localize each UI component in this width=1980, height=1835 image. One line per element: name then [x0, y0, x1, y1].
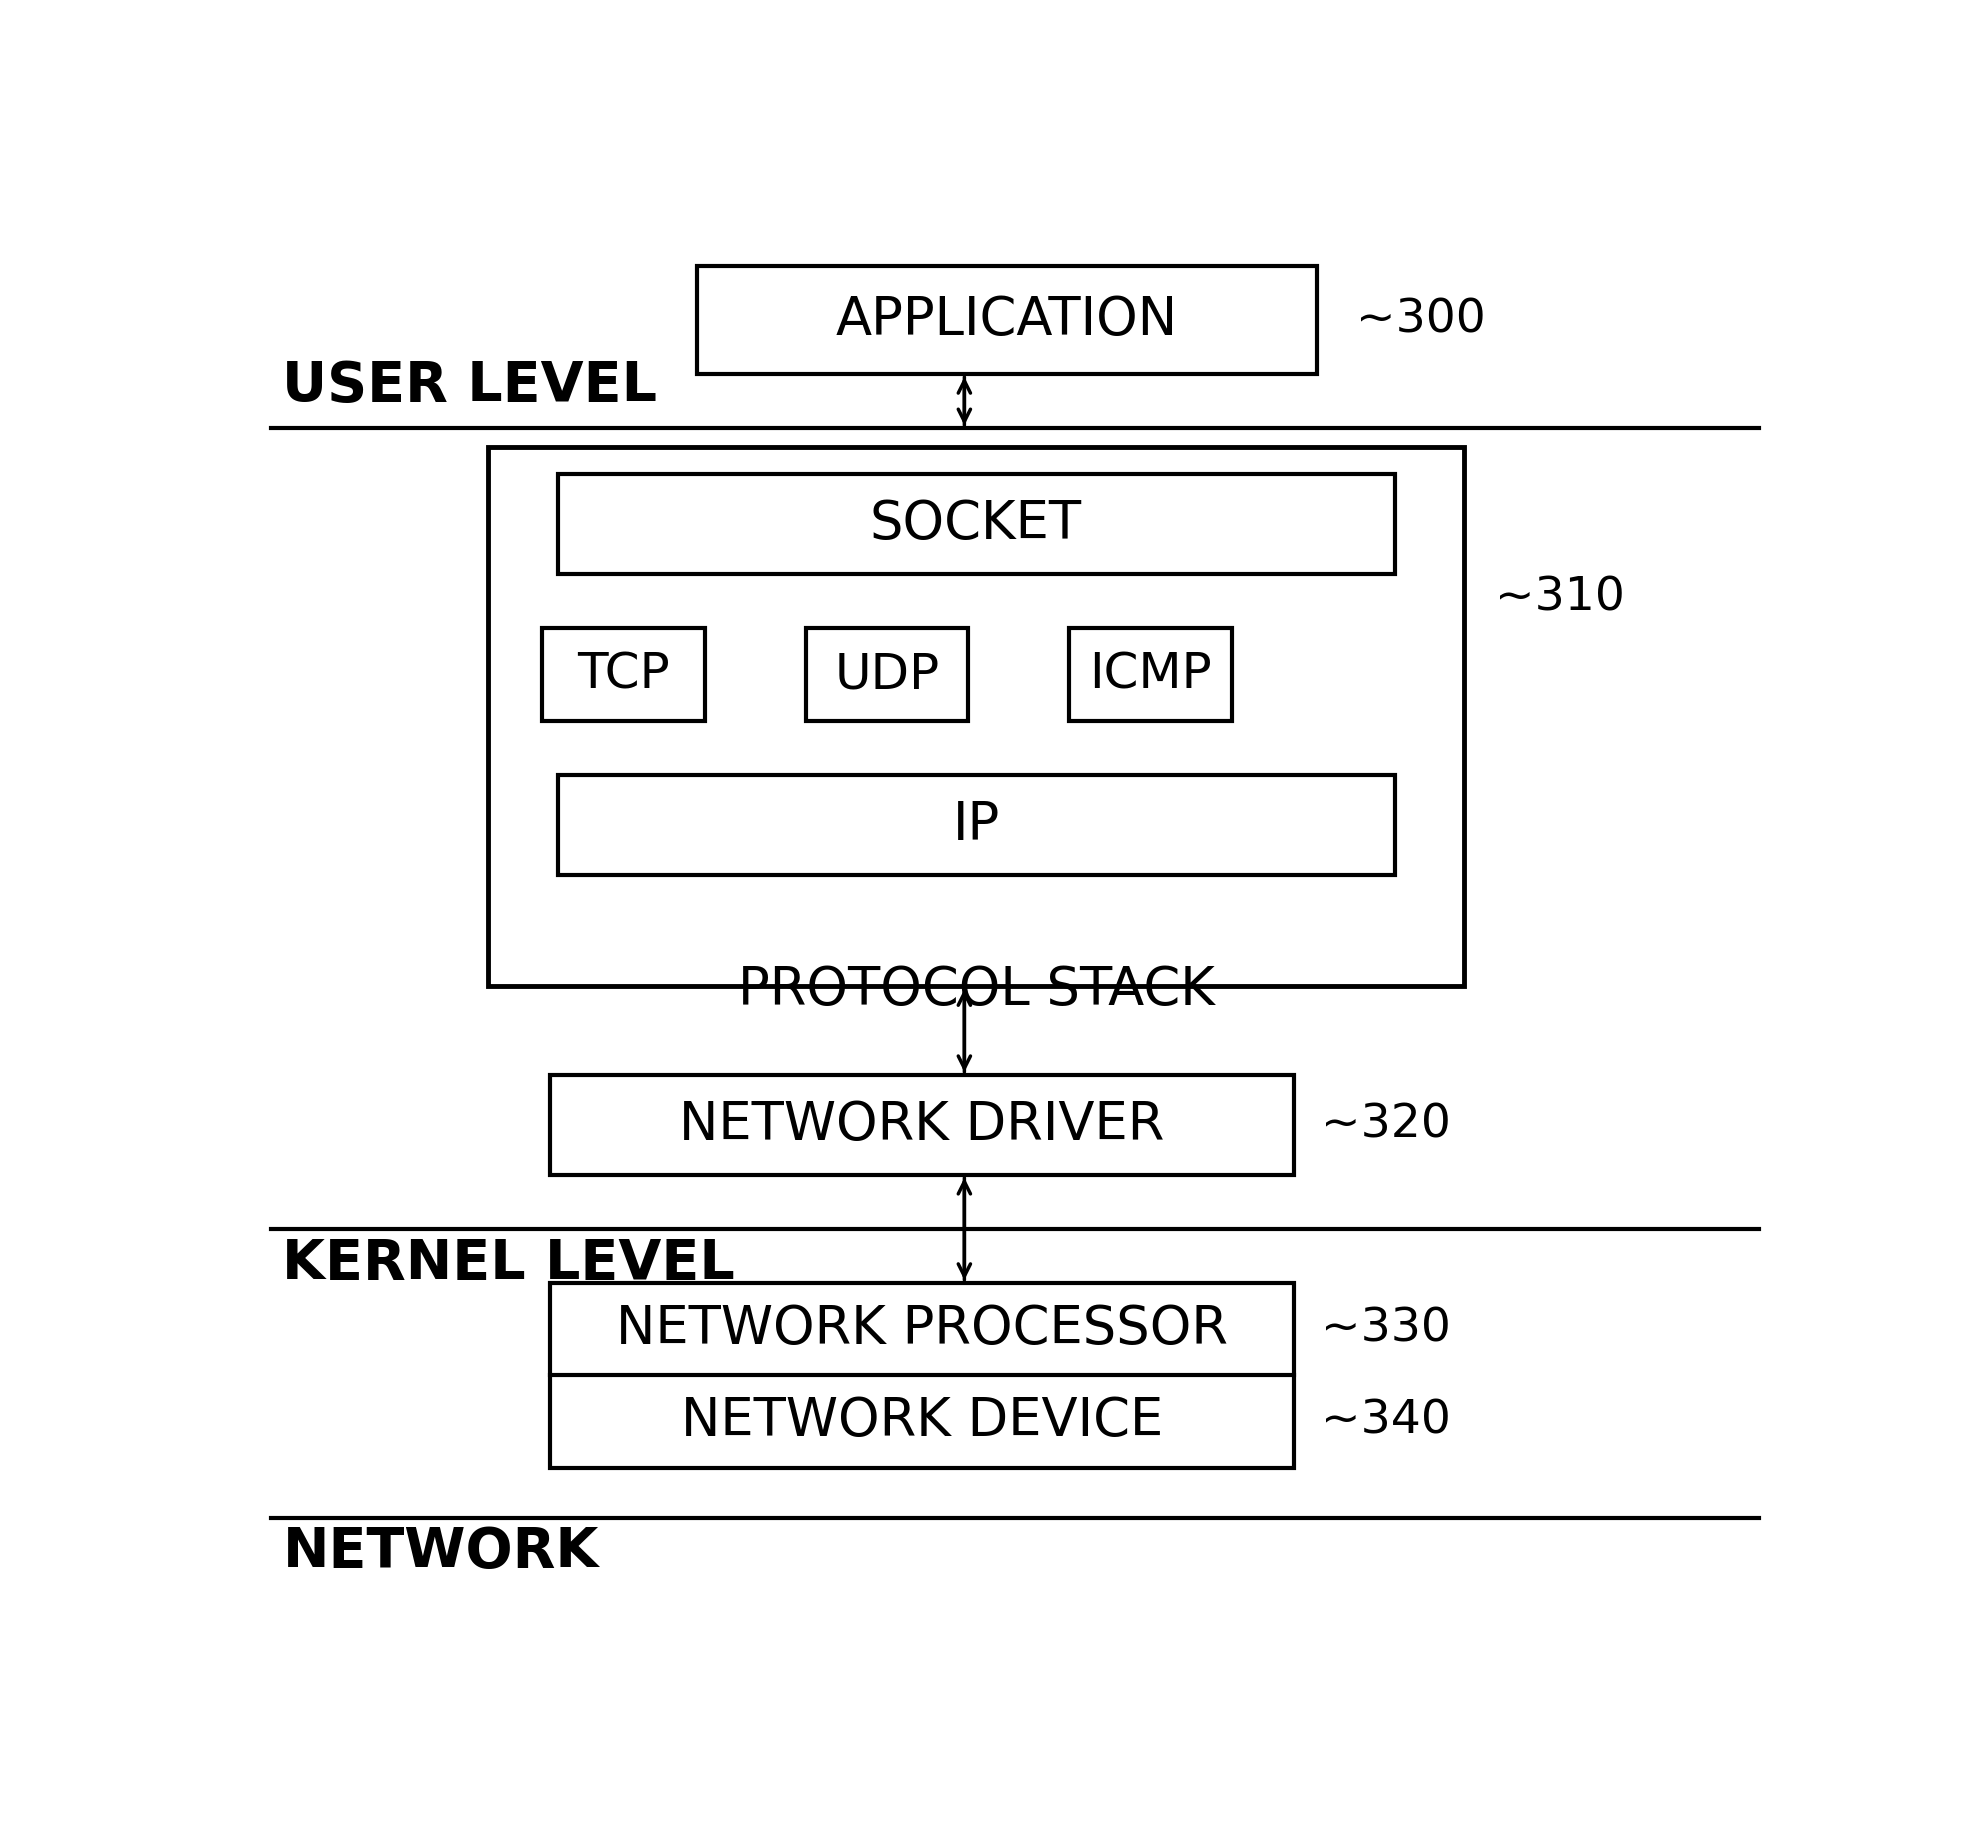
Bar: [543, 628, 705, 721]
Text: UDP: UDP: [834, 650, 939, 699]
Bar: [697, 266, 1317, 374]
Text: ~330: ~330: [1321, 1307, 1451, 1352]
Text: SOCKET: SOCKET: [869, 499, 1081, 550]
Text: PROTOCOL STACK: PROTOCOL STACK: [739, 963, 1214, 1017]
Text: IP: IP: [952, 798, 1000, 851]
Text: APPLICATION: APPLICATION: [836, 294, 1178, 347]
Text: TCP: TCP: [576, 650, 669, 699]
Text: ~300: ~300: [1356, 297, 1485, 343]
Text: USER LEVEL: USER LEVEL: [283, 360, 657, 413]
Bar: [1069, 628, 1232, 721]
Bar: [550, 1283, 1293, 1468]
Text: NETWORK DEVICE: NETWORK DEVICE: [681, 1395, 1162, 1448]
Text: ~310: ~310: [1495, 574, 1626, 620]
Text: NETWORK: NETWORK: [283, 1525, 598, 1580]
Bar: [550, 1075, 1293, 1174]
Text: NETWORK PROCESSOR: NETWORK PROCESSOR: [616, 1303, 1228, 1354]
Bar: [558, 774, 1394, 875]
Text: KERNEL LEVEL: KERNEL LEVEL: [283, 1237, 735, 1290]
Text: ~320: ~320: [1321, 1103, 1451, 1147]
Bar: [558, 473, 1394, 574]
Bar: [487, 448, 1465, 987]
Bar: [806, 628, 968, 721]
Text: ICMP: ICMP: [1089, 650, 1212, 699]
Text: ~340: ~340: [1321, 1398, 1451, 1444]
Text: NETWORK DRIVER: NETWORK DRIVER: [679, 1099, 1164, 1151]
